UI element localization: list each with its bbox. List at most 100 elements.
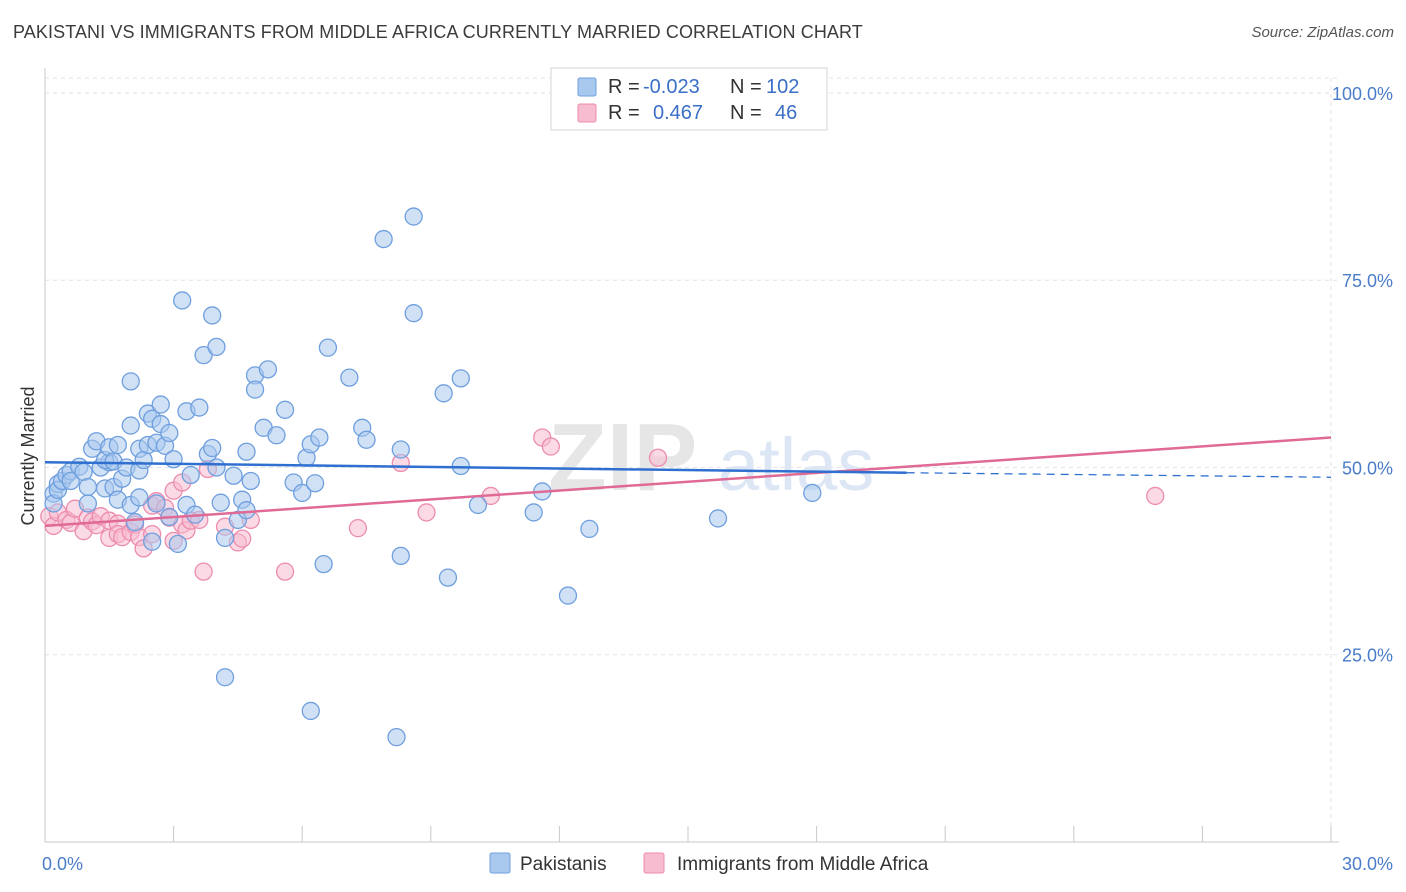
legend-swatch-pakistanis <box>577 77 597 97</box>
point-pakistani <box>181 465 200 485</box>
point-pakistani <box>404 207 423 226</box>
point-pakistani <box>241 471 260 491</box>
point-pakistani <box>173 291 192 310</box>
series-legend-label-middle-africa: Immigrants from Middle Africa <box>677 854 929 875</box>
point-pakistani <box>237 501 256 520</box>
x-tick-label-min: 0.0% <box>42 854 83 874</box>
point-pakistani <box>224 466 243 485</box>
point-pakistani <box>121 416 140 435</box>
point-pakistani <box>293 483 312 503</box>
point-pakistani <box>164 450 183 469</box>
source-credit: Source: ZipAtlas.com <box>1251 24 1394 41</box>
point-pakistani <box>438 568 458 587</box>
y-tick-label: 75.0% <box>1342 271 1393 291</box>
point-pakistani <box>305 474 325 493</box>
series-legend-label-pakistanis: Pakistanis <box>520 854 607 875</box>
x-tick-labels: 0.0% 30.0% <box>42 854 1393 874</box>
watermark-zip: ZIP <box>548 404 697 511</box>
legend-r-label-middle-africa: R = <box>608 102 640 124</box>
point-pakistani <box>130 488 149 507</box>
point-pakistani <box>207 458 226 477</box>
point-pakistani <box>215 668 235 687</box>
point-pakistani <box>203 438 222 458</box>
y-axis-label: Currently Married <box>18 386 38 525</box>
point-pakistani <box>803 483 822 503</box>
y-tick-label: 100.0% <box>1332 84 1393 104</box>
point-pakistani <box>160 423 179 443</box>
watermark: ZIP atlas <box>548 404 874 511</box>
point-pakistani <box>267 426 286 445</box>
point-middle-africa <box>648 448 668 467</box>
point-pakistani <box>318 338 338 357</box>
legend-r-value-pakistanis: -0.023 <box>643 76 700 98</box>
point-pakistani <box>357 430 376 449</box>
point-pakistani <box>78 494 98 513</box>
point-pakistani <box>558 586 578 605</box>
point-pakistani <box>391 440 410 459</box>
legend-box <box>550 67 828 131</box>
point-pakistani <box>340 368 359 387</box>
point-pakistani <box>391 546 410 566</box>
point-middle-africa <box>275 562 295 581</box>
legend-n-value-pakistanis: 102 <box>766 76 799 98</box>
series-legend: Pakistanis Immigrants from Middle Africa <box>489 852 929 875</box>
axes <box>44 68 1339 843</box>
legend-n-label-middle-africa: N = <box>730 102 762 124</box>
point-pakistani <box>168 534 188 554</box>
point-pakistani <box>404 304 423 323</box>
legend-r-value-middle-africa: 0.467 <box>653 102 703 124</box>
chart-title: PAKISTANI VS IMMIGRANTS FROM MIDDLE AFRI… <box>13 22 863 42</box>
point-pakistani <box>78 477 98 497</box>
legend-n-label-pakistanis: N = <box>730 76 762 98</box>
point-pakistani <box>125 513 145 532</box>
point-pakistani <box>524 503 543 522</box>
trend-lines <box>44 436 1332 528</box>
point-pakistani <box>434 384 453 403</box>
point-pakistani <box>211 493 230 512</box>
point-pakistani <box>468 495 488 515</box>
x-tick-label-max: 30.0% <box>1342 854 1393 874</box>
series-legend-swatch-middle-africa <box>643 852 665 874</box>
point-pakistani <box>134 450 153 470</box>
point-pakistani <box>194 345 213 365</box>
watermark-atlas: atlas <box>718 423 874 506</box>
point-pakistani <box>108 435 128 455</box>
point-pakistani <box>310 428 329 447</box>
point-middle-africa <box>417 503 436 522</box>
point-pakistani <box>61 471 80 491</box>
point-middle-africa <box>194 562 213 581</box>
series-pakistanis-points <box>44 207 822 747</box>
point-pakistani <box>207 337 226 357</box>
point-pakistani <box>301 701 320 721</box>
point-pakistani <box>121 372 140 391</box>
point-pakistani <box>374 229 393 249</box>
point-pakistani <box>258 360 278 379</box>
stats-legend: R = -0.023 N = 102 R = 0.467 N = 46 <box>550 67 828 131</box>
point-pakistani <box>143 532 162 551</box>
point-pakistani <box>708 509 728 528</box>
point-middle-africa <box>541 437 560 456</box>
point-middle-africa <box>348 519 368 538</box>
y-tick-labels: 25.0% 50.0% 75.0% 100.0% <box>1332 84 1393 666</box>
point-pakistani <box>451 369 470 388</box>
point-pakistani <box>314 554 333 574</box>
legend-r-label-pakistanis: R = <box>608 76 640 98</box>
y-tick-label: 50.0% <box>1342 458 1393 478</box>
point-pakistani <box>215 528 235 548</box>
point-pakistani <box>203 306 222 325</box>
series-legend-swatch-pakistanis <box>489 852 511 874</box>
point-pakistani <box>245 380 265 399</box>
point-pakistani <box>275 400 295 419</box>
trend-line-middle-africa <box>44 436 1332 528</box>
point-pakistani <box>580 519 599 539</box>
point-pakistani <box>190 398 209 417</box>
point-pakistani <box>237 442 256 461</box>
point-pakistani <box>151 395 170 414</box>
legend-n-value-middle-africa: 46 <box>775 102 797 124</box>
point-middle-africa <box>233 529 252 548</box>
point-pakistani <box>147 494 166 513</box>
point-pakistani <box>387 727 406 747</box>
trend-line-pakistanis-extension <box>906 472 1332 478</box>
point-middle-africa <box>1146 486 1165 506</box>
